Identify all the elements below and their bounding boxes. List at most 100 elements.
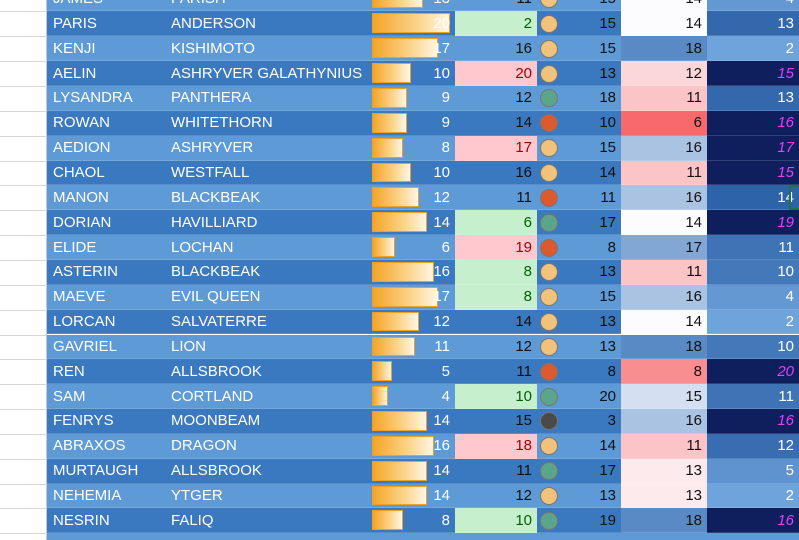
gridline [0, 309, 47, 311]
cell-value: 20 [599, 387, 616, 405]
cell-value: 12 [777, 437, 794, 455]
number-cell: 17 [537, 210, 621, 236]
number-cell: 8 [537, 359, 621, 385]
status-icon [540, 163, 558, 182]
name-cell: MANON [47, 185, 165, 211]
number-cell: 19 [707, 210, 799, 236]
cell-text: FENRYS [53, 412, 114, 430]
data-bar [372, 311, 419, 332]
cell-value: 11 [686, 437, 702, 455]
cell-value: 19 [515, 238, 532, 256]
cell-value: 3 [607, 412, 616, 430]
cell-value: 11 [686, 163, 702, 181]
name-cell: ALLSBROOK [165, 359, 368, 385]
cell-value: 16 [685, 139, 702, 157]
number-cell: 18 [455, 433, 537, 459]
cell-value: 17 [685, 238, 702, 256]
cell-value: 12 [433, 188, 450, 206]
number-cell: 16 [707, 110, 799, 136]
number-cell: 15 [707, 61, 799, 86]
cell-value: 16 [685, 412, 702, 430]
number-cell: 15 [537, 0, 621, 12]
cell-value: 20 [433, 14, 450, 32]
gridline [0, 160, 47, 162]
row-gutter [0, 0, 47, 540]
number-cell: 3 [537, 409, 621, 434]
number-cell: 15 [537, 11, 621, 37]
number-cell: 12 [455, 484, 537, 509]
data-bar [372, 137, 404, 158]
status-icon [540, 64, 558, 83]
cell-value: 13 [777, 89, 794, 107]
number-cell: 10 [368, 61, 455, 86]
number-cell: 20 [368, 11, 455, 37]
cell-value: 2 [785, 487, 794, 505]
number-cell: 16 [707, 508, 799, 534]
name-cell: ALLSBROOK [165, 459, 368, 484]
gridline [0, 433, 47, 435]
cell-value: 16 [685, 188, 702, 206]
cell-value: 16 [777, 114, 794, 132]
status-icon [540, 89, 558, 108]
cell-value: 8 [523, 288, 532, 306]
name-cell: ASTERIN [47, 260, 165, 285]
cell-value: 4 [785, 288, 794, 306]
number-cell: 14 [537, 161, 621, 186]
data-bar [372, 212, 427, 233]
cell-text: BLACKBEAK [171, 188, 261, 206]
cell-text: ASHRYVER [171, 139, 254, 157]
cell-value: 9 [441, 114, 450, 132]
gridline [0, 359, 47, 361]
cell-value: 10 [599, 114, 616, 132]
number-cell: 16 [455, 161, 537, 186]
cell-value: 16 [433, 263, 450, 281]
cell-value: 6 [693, 114, 702, 132]
number-cell: 18 [621, 508, 707, 534]
cell-text: LOCHAN [171, 238, 234, 256]
number-cell: 12 [368, 185, 455, 211]
data-bar [372, 0, 423, 9]
number-cell: 20 [537, 384, 621, 410]
name-cell: SAM [47, 384, 165, 410]
cell-text: ABRAXOS [53, 437, 126, 455]
number-cell: 16 [368, 260, 455, 285]
cell-value: 13 [599, 64, 616, 82]
data-bar [372, 460, 427, 481]
number-cell: 13 [537, 310, 621, 335]
cell-value: 12 [433, 313, 450, 331]
number-cell: 19 [455, 235, 537, 260]
name-cell: LYSANDRA [47, 86, 165, 111]
number-cell: 15 [537, 285, 621, 310]
cell-text: GAVRIEL [53, 337, 117, 355]
name-cell: NESRIN [47, 508, 165, 534]
number-cell: 18 [621, 334, 707, 360]
number-cell: 20 [455, 61, 537, 86]
number-cell: 10 [537, 111, 621, 136]
cell-value: 16 [777, 412, 794, 430]
cell-value: 10 [515, 387, 532, 405]
cell-text: JAMES [53, 0, 103, 7]
cell-text: PARISH [171, 0, 226, 7]
cell-text: SAM [53, 387, 86, 405]
status-icon [540, 487, 558, 506]
number-cell: 11 [621, 160, 707, 186]
name-cell: YTGER [165, 484, 368, 509]
gridline [0, 533, 47, 535]
cell-value: 16 [515, 39, 532, 57]
number-cell: 13 [537, 260, 621, 285]
cell-value: 11 [778, 238, 794, 256]
name-cell: ELIDE [47, 235, 165, 260]
cell-text: MURTAUGH [53, 462, 139, 480]
cell-text: DRAGON [171, 437, 237, 455]
name-cell: PANTHERA [165, 86, 368, 111]
name-cell: DORIAN [47, 210, 165, 236]
status-icon [540, 362, 558, 381]
name-cell: KENJI [47, 36, 165, 62]
name-cell: ASHRYVER GALATHYNIUS [165, 61, 368, 86]
number-cell: 16 [368, 434, 455, 459]
cell-text: ALLSBROOK [171, 362, 262, 380]
cell-value: 14 [599, 163, 616, 181]
number-cell: 2 [707, 36, 799, 62]
number-cell: 14 [368, 409, 455, 434]
cell-text: WESTFALL [171, 163, 250, 181]
